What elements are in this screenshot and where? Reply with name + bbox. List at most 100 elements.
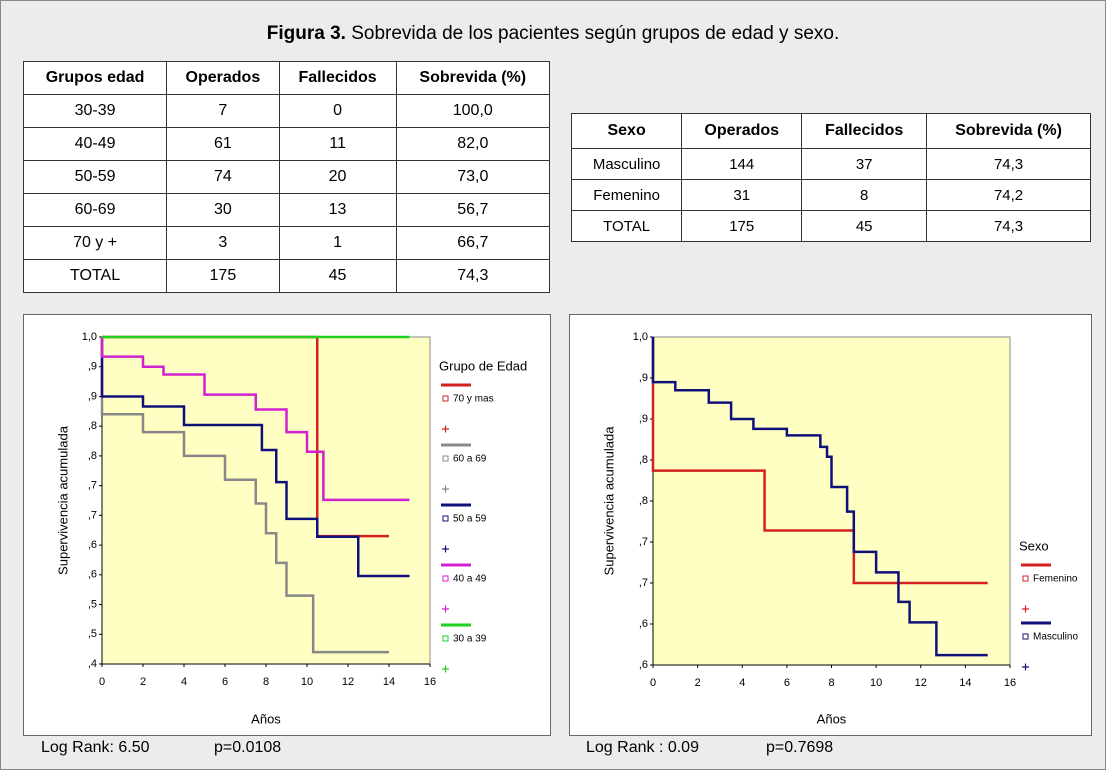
row: 30-39 7 0 100,0	[22, 94, 551, 128]
cell: 20	[278, 160, 397, 194]
cell: 37	[801, 148, 928, 180]
cell: Masculino	[570, 148, 683, 180]
x-tick-label: 0	[99, 676, 105, 688]
y-tick-label: ,6	[639, 659, 648, 671]
legend-label: 60 a 69	[453, 454, 487, 465]
x-tick-label: 16	[424, 676, 436, 688]
x-tick-label: 6	[784, 677, 790, 689]
age-table: Grupos edad Operados Fallecidos Sobrevida (…	[22, 61, 551, 293]
legend-label: Femenino	[1033, 574, 1078, 585]
legend-title: Grupo de Edad	[439, 358, 527, 373]
cell: 13	[278, 193, 397, 227]
cell: 100,0	[395, 94, 551, 128]
legend-label: 40 a 49	[453, 574, 487, 585]
header-cell: Grupos edad	[22, 61, 168, 95]
cell: 175	[681, 210, 803, 242]
y-tick-label: ,7	[88, 480, 97, 492]
y-tick-label: ,8	[88, 420, 97, 432]
cell: 1	[278, 226, 397, 260]
cell: 50-59	[22, 160, 168, 194]
cell: Femenino	[570, 179, 683, 211]
header-cell: Sexo	[570, 113, 683, 149]
cell: 74,3	[926, 210, 1091, 242]
row: TOTAL 175 45 74,3	[570, 210, 1091, 242]
y-tick-label: 1,0	[82, 331, 97, 343]
row: 50-59 74 20 73,0	[22, 160, 551, 194]
legend-symbol	[1022, 575, 1029, 582]
y-axis-label: Supervivencia acumulada	[601, 426, 616, 576]
header-cell: Operados	[681, 113, 803, 149]
x-tick-label: 2	[140, 676, 146, 688]
cell: 30	[166, 193, 280, 227]
y-tick-label: ,7	[639, 577, 648, 589]
y-tick-label: ,6	[639, 618, 648, 630]
x-tick-label: 12	[342, 676, 354, 688]
legend-censor	[442, 545, 449, 553]
header-cell: Fallecidos	[278, 61, 397, 95]
p-value: p=0.7698	[766, 739, 834, 756]
legend-label: Masculino	[1033, 632, 1078, 643]
log-rank: Log Rank : 0.09	[586, 739, 699, 756]
figure-title: Figura 3. Sobrevida de los pacientes seg…	[1, 23, 1105, 45]
cell: 30-39	[22, 94, 168, 128]
y-tick-label: ,5	[88, 598, 97, 610]
x-tick-label: 2	[695, 677, 701, 689]
legend-title: Sexo	[1019, 538, 1049, 553]
chart-panel: 1,0,9,9,8,8,7,7,6,6 0 2 4 6 8 10 12 14 16 Años Supe…	[569, 314, 1092, 736]
legend-symbol	[442, 635, 449, 642]
title-text: Sobrevida de los pacientes según grupos …	[345, 23, 840, 44]
x-tick-label: 8	[263, 676, 269, 688]
row: 60-69 30 13 56,7	[22, 193, 551, 227]
x-tick-label: 14	[959, 677, 971, 689]
legend-symbol	[442, 575, 449, 582]
cell: 31	[681, 179, 803, 211]
cell: 8	[801, 179, 928, 211]
legend-censor	[1022, 663, 1029, 671]
p-value: p=0.0108	[214, 739, 282, 756]
y-tick-label: ,9	[88, 390, 97, 402]
cell: 74,3	[395, 259, 551, 293]
y-tick-label: ,6	[88, 569, 97, 581]
cell: 45	[801, 210, 928, 242]
log-rank: Log Rank: 6.50	[41, 739, 150, 756]
survival-curve	[100, 337, 389, 654]
legend-symbol	[442, 515, 449, 522]
y-tick-label: ,9	[639, 372, 648, 384]
x-tick-label: 12	[915, 677, 927, 689]
legend-label: 50 a 59	[453, 514, 487, 525]
y-axis-label: Supervivencia acumulada	[55, 425, 70, 575]
y-tick-label: ,5	[88, 628, 97, 640]
x-tick-label: 4	[739, 677, 745, 689]
cell: 40-49	[22, 127, 168, 161]
cell: 70 y +	[22, 226, 168, 260]
chart-panel: 1,0 ,9 ,9 ,8 ,8 ,7 ,7 ,6 ,6 ,5 ,5 ,4 0 2 4 6 8 10 12 14 16 Añ…	[23, 314, 551, 736]
cell: TOTAL	[22, 259, 168, 293]
x-tick-label: 10	[870, 677, 882, 689]
cell: TOTAL	[570, 210, 683, 242]
cell: 74,3	[926, 148, 1091, 180]
x-tick-label: 16	[1004, 677, 1016, 689]
x-tick-label: 14	[383, 676, 395, 688]
header-cell: Operados	[166, 61, 280, 95]
title-bold: Figura 3.	[266, 23, 346, 44]
cell: 144	[681, 148, 803, 180]
cell: 61	[166, 127, 280, 161]
plot-area	[652, 336, 1011, 666]
legend-symbol	[442, 455, 449, 462]
legend-censor	[442, 605, 449, 613]
cell: 7	[166, 94, 280, 128]
x-tick-label: 10	[301, 676, 313, 688]
y-tick-label: ,9	[639, 413, 648, 425]
row: Femenino 31 8 74,2	[570, 179, 1091, 211]
legend-symbol	[1022, 633, 1029, 640]
header-cell: Sobrevida (%)	[926, 113, 1091, 149]
header-cell: Sobrevida (%)	[395, 61, 551, 95]
y-tick-label: ,9	[88, 361, 97, 373]
cell: 82,0	[395, 127, 551, 161]
x-axis-label: Años	[817, 711, 847, 726]
cell: 0	[278, 94, 397, 128]
legend-censor	[442, 665, 449, 673]
cell: 45	[278, 259, 397, 293]
x-tick-label: 6	[222, 676, 228, 688]
